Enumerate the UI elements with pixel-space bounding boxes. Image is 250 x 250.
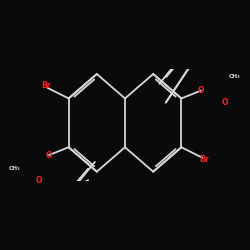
Text: O: O bbox=[222, 98, 228, 106]
Text: O: O bbox=[36, 176, 43, 185]
Text: Br: Br bbox=[199, 155, 209, 164]
Text: CH₃: CH₃ bbox=[9, 166, 21, 171]
Text: O: O bbox=[46, 150, 52, 160]
Text: O: O bbox=[198, 86, 204, 95]
Text: CH₃: CH₃ bbox=[229, 74, 241, 80]
Text: Br: Br bbox=[41, 82, 51, 90]
